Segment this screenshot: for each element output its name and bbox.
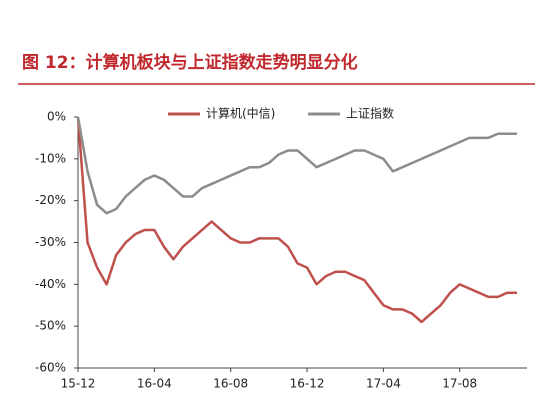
legend-label: 上证指数 bbox=[346, 106, 394, 121]
legend-label: 计算机(中信) bbox=[206, 106, 275, 121]
y-tick-label: -50% bbox=[35, 319, 66, 333]
x-tick-label: 15-12 bbox=[61, 377, 96, 391]
series-line bbox=[76, 116, 517, 215]
x-tick-label: 17-08 bbox=[442, 377, 477, 391]
chart-title: 图 12：计算机板块与上证指数走势明显分化 bbox=[22, 52, 358, 73]
y-tick-label: -60% bbox=[35, 361, 66, 375]
y-tick-label: -20% bbox=[35, 193, 66, 207]
y-tick-label: -30% bbox=[35, 235, 66, 249]
y-tick-label: -10% bbox=[35, 151, 66, 165]
series-line bbox=[76, 116, 517, 324]
y-tick-label: 0% bbox=[47, 110, 66, 124]
x-tick-label: 17-04 bbox=[366, 377, 401, 391]
x-tick-label: 16-12 bbox=[290, 377, 325, 391]
x-tick-label: 16-04 bbox=[137, 377, 172, 391]
x-tick-label: 16-08 bbox=[213, 377, 248, 391]
y-tick-label: -40% bbox=[35, 277, 66, 291]
